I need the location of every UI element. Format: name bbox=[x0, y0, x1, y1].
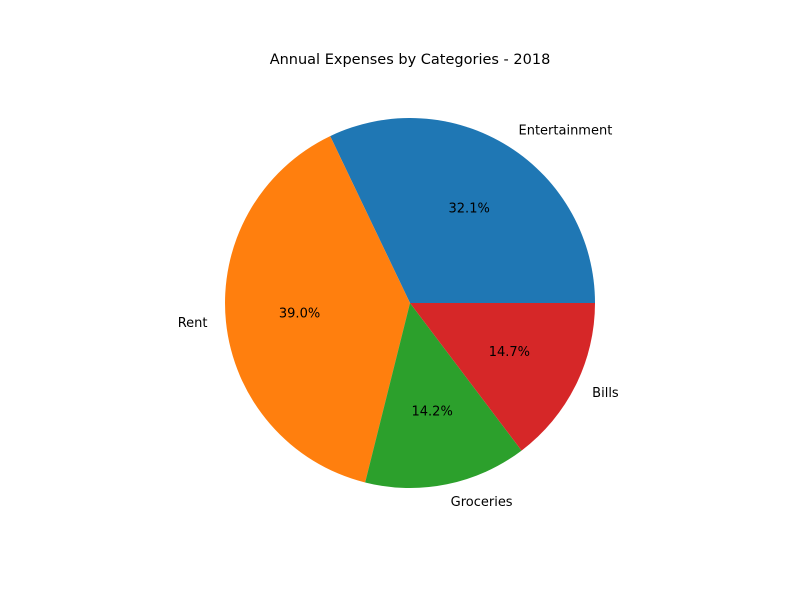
pct-label-entertainment: 32.1% bbox=[449, 202, 490, 217]
slice-label-rent: Rent bbox=[178, 316, 208, 331]
chart-title: Annual Expenses by Categories - 2018 bbox=[270, 52, 551, 68]
pct-label-rent: 39.0% bbox=[279, 307, 320, 322]
slice-label-bills: Bills bbox=[592, 386, 619, 401]
pie-slice-groceries bbox=[365, 303, 522, 488]
pct-label-groceries: 14.2% bbox=[412, 404, 453, 419]
pct-label-bills: 14.7% bbox=[489, 345, 530, 360]
pie-labels: Entertainment 32.1% Rent 39.0% Groceries 14.2… bbox=[178, 123, 619, 510]
pie-slice-bills bbox=[410, 303, 595, 451]
pie-slice-entertainment bbox=[330, 118, 595, 303]
slice-label-entertainment: Entertainment bbox=[519, 123, 613, 138]
pie-slices bbox=[225, 118, 595, 488]
slice-label-groceries: Groceries bbox=[451, 495, 513, 510]
pie-slice-rent bbox=[225, 136, 410, 483]
